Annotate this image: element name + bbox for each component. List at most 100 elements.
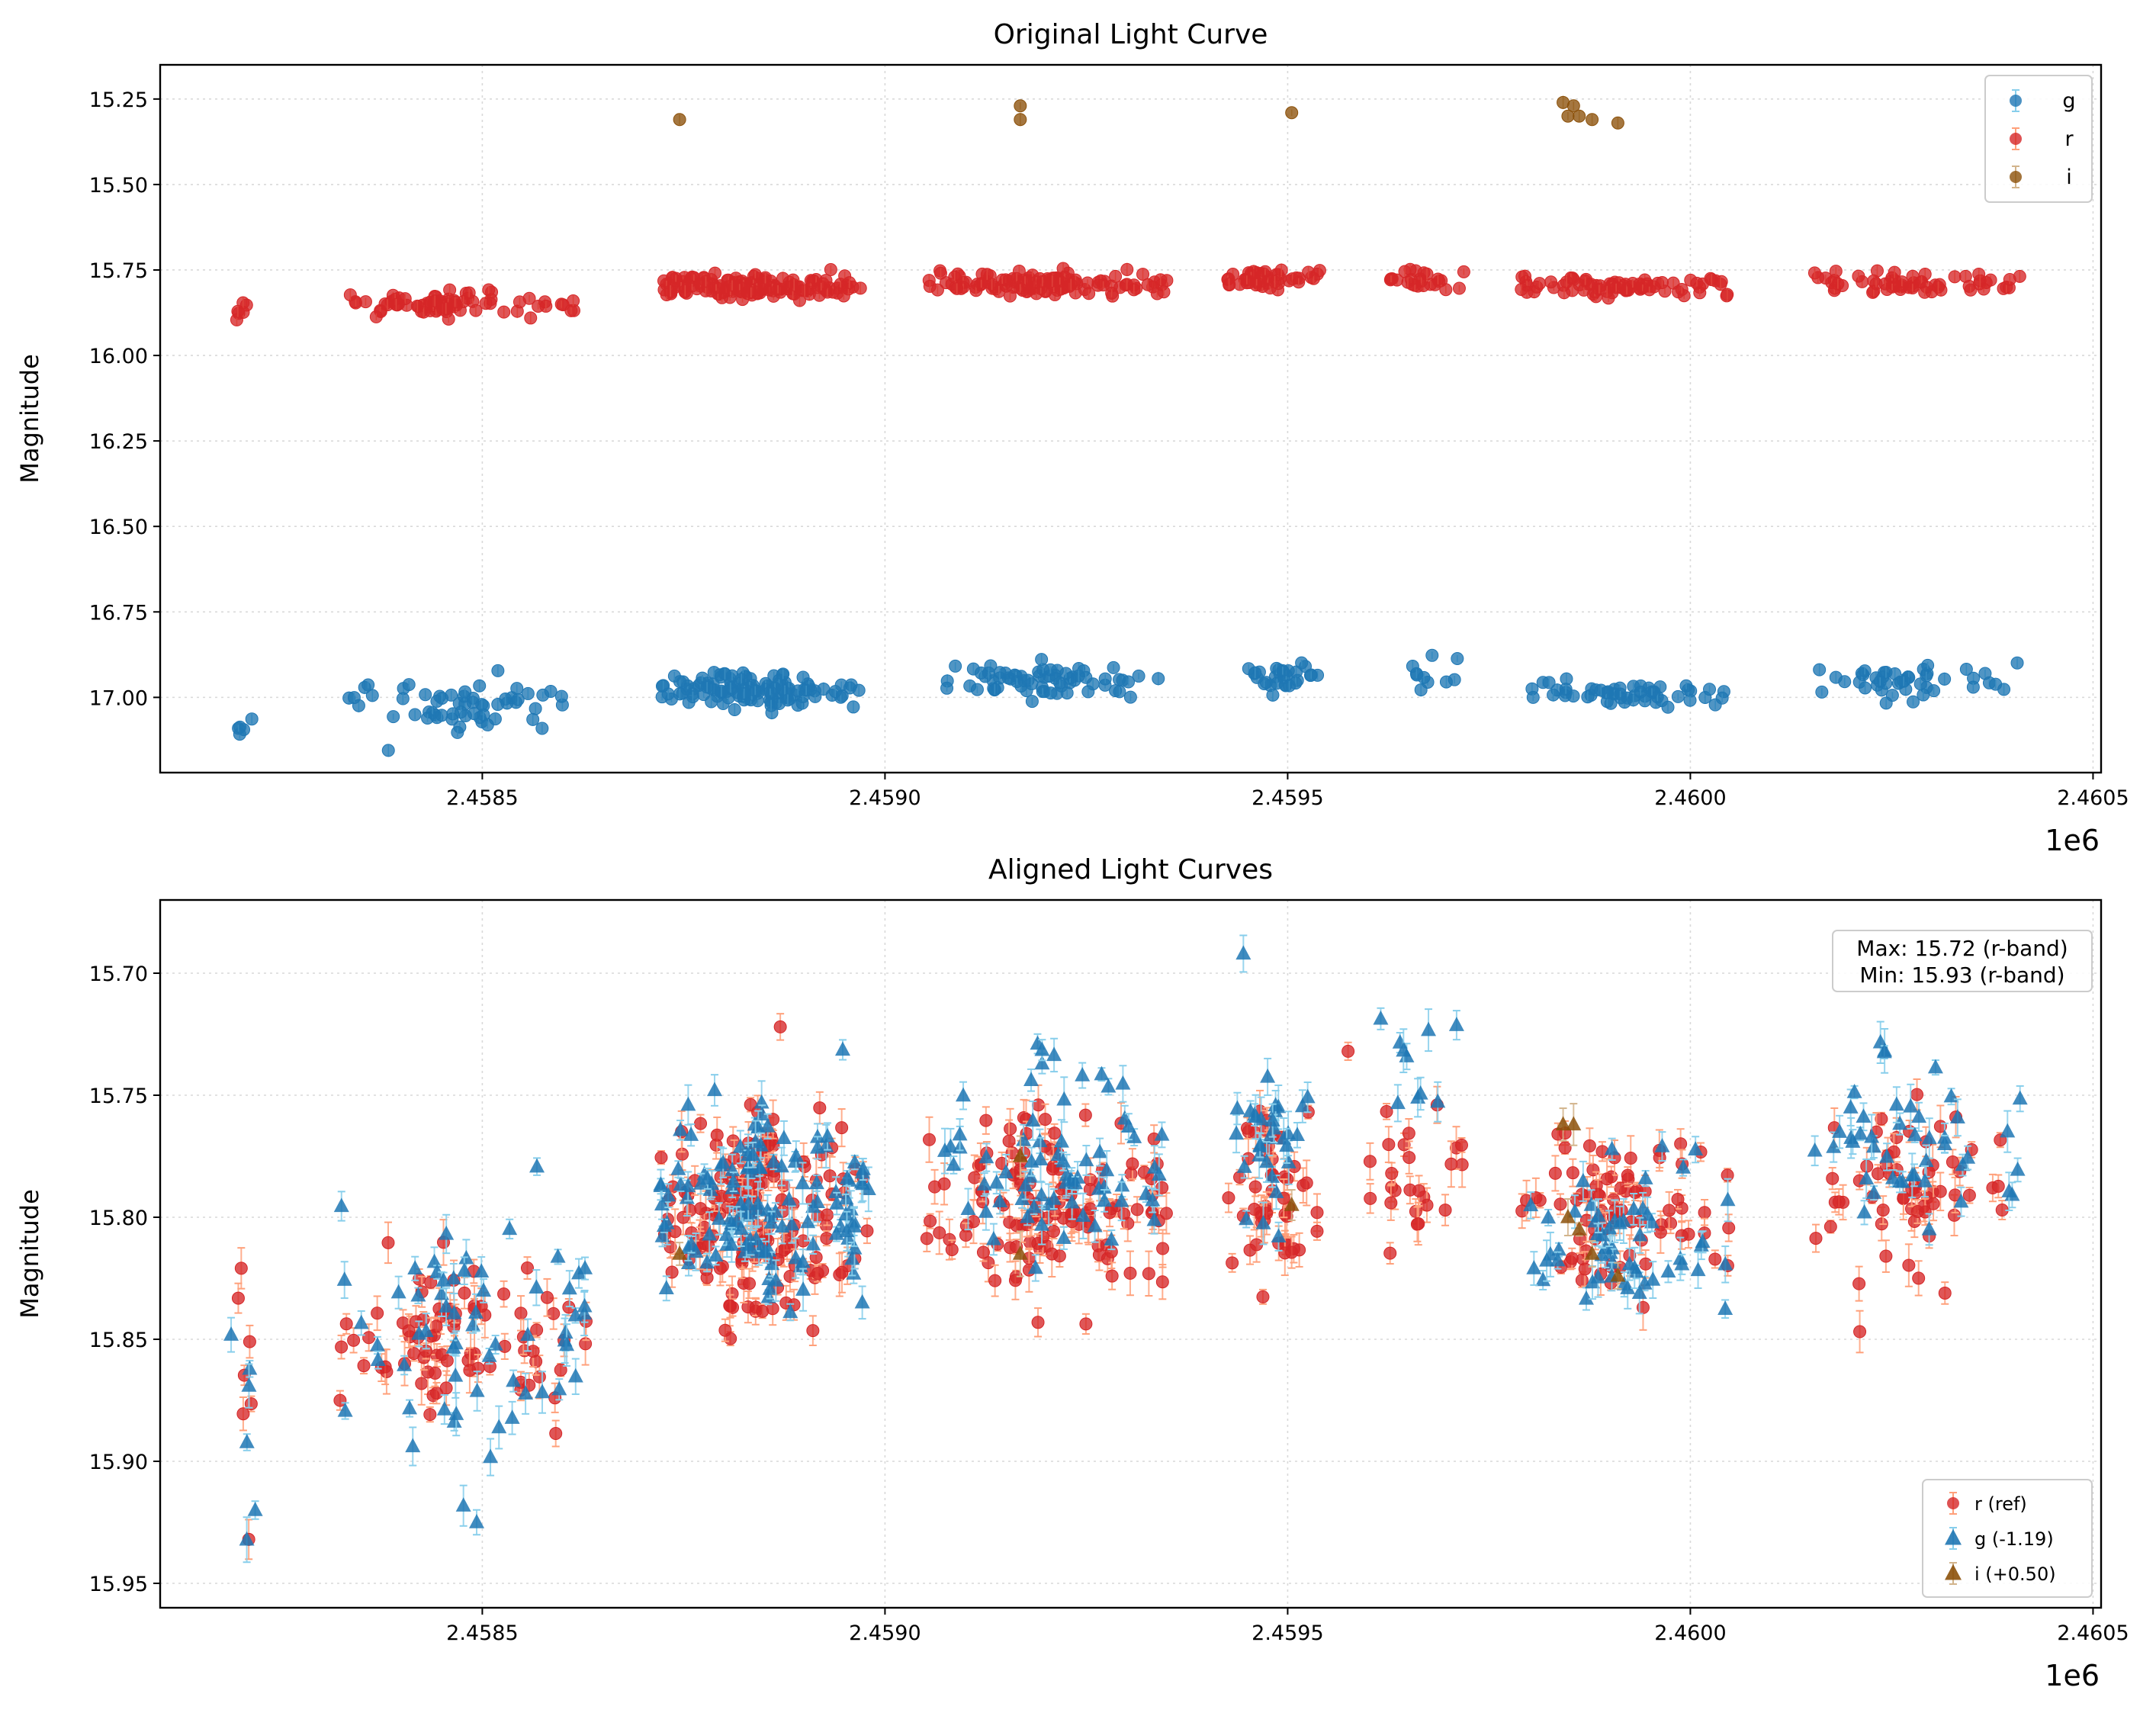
data-point-r — [1438, 1204, 1452, 1217]
data-point-g — [535, 722, 549, 735]
data-point-r — [1154, 273, 1168, 287]
data-point-r — [860, 1224, 874, 1238]
data-point-r — [540, 1290, 554, 1304]
data-point-i — [1566, 99, 1580, 113]
data-point-g — [1661, 700, 1675, 714]
data-point-g — [458, 685, 472, 699]
data-point-g — [468, 1304, 484, 1319]
data-point-g — [1913, 677, 1927, 691]
data-point-r — [823, 1169, 837, 1183]
data-point-r — [347, 1333, 361, 1347]
data-point-r — [1575, 1274, 1589, 1287]
data-point-g — [781, 693, 795, 707]
data-point-r — [725, 1287, 739, 1300]
data-point-r — [1130, 1203, 1144, 1216]
data-point-r — [1274, 263, 1288, 277]
data-point-r — [1853, 1325, 1867, 1339]
data-point-g — [451, 725, 464, 739]
data-point-r — [1829, 265, 1843, 278]
data-point-r — [1918, 285, 1932, 299]
data-point-r — [710, 1128, 724, 1142]
data-point-r — [482, 283, 496, 297]
data-point-g — [1123, 690, 1137, 704]
data-point-g — [707, 666, 721, 680]
data-point-r — [1558, 1141, 1572, 1155]
chart-title: Original Light Curve — [994, 19, 1268, 50]
data-point-g — [788, 1147, 804, 1162]
data-point-g — [748, 683, 762, 697]
data-point-r — [1624, 1152, 1637, 1165]
data-point-r — [1653, 1226, 1667, 1239]
data-point-g — [737, 686, 751, 700]
data-point-r — [945, 1242, 959, 1256]
data-point-g — [1304, 668, 1318, 682]
data-point-r — [1097, 278, 1110, 292]
data-point-r — [1946, 1155, 1959, 1169]
data-point-g — [544, 684, 557, 698]
data-point-r — [1643, 283, 1656, 297]
data-points — [230, 95, 2026, 757]
data-point-g — [1451, 651, 1464, 665]
data-point-g — [805, 1198, 821, 1213]
data-point-g — [1107, 660, 1120, 674]
data-point-r — [1614, 1181, 1627, 1195]
data-point-g — [491, 1419, 507, 1434]
data-point-g — [1997, 683, 2011, 696]
data-point-r — [1698, 1206, 1711, 1220]
data-point-r — [985, 278, 999, 291]
data-point-r — [798, 284, 811, 297]
legend-label: r — [2064, 127, 2074, 151]
data-point-r — [244, 1397, 258, 1411]
y-tick-label: 16.50 — [89, 516, 148, 539]
data-point-g — [680, 1255, 696, 1270]
data-point-g — [1053, 676, 1067, 689]
data-point-r — [835, 1121, 849, 1135]
data-point-r — [335, 1340, 349, 1354]
data-point-r — [1452, 281, 1466, 295]
data-point-r — [824, 263, 837, 277]
data-point-r — [1081, 276, 1094, 290]
data-point-r — [1126, 1157, 1139, 1171]
data-point-g — [782, 1303, 798, 1319]
data-point-g — [1679, 679, 1693, 693]
data-point-g — [1248, 666, 1262, 680]
data-point-g — [567, 1306, 583, 1322]
data-point-g — [764, 699, 778, 712]
data-point-g — [1703, 683, 1717, 696]
data-point-r — [415, 1377, 429, 1390]
data-point-r — [1382, 1138, 1396, 1152]
data-point-r — [549, 1427, 563, 1441]
data-point-r — [1948, 270, 1962, 284]
data-point-r — [497, 305, 511, 319]
data-point-r — [959, 1228, 972, 1242]
data-point-r — [1155, 1181, 1169, 1194]
data-point-g — [1010, 675, 1023, 689]
data-point-g — [535, 1384, 551, 1399]
data-point-r — [1412, 1184, 1426, 1197]
data-point-r — [1826, 1171, 1840, 1185]
data-point-g — [408, 708, 422, 722]
data-point-r — [1973, 274, 1987, 288]
data-point-r — [922, 1133, 936, 1146]
data-point-r — [694, 1202, 708, 1216]
data-point-g — [405, 1438, 421, 1453]
data-point-r — [1906, 269, 1920, 283]
x-tick-label: 2.4595 — [1252, 786, 1323, 810]
data-point-r — [976, 1245, 990, 1259]
y-tick-label: 15.75 — [89, 259, 148, 283]
data-point-r — [1554, 1197, 1567, 1211]
data-point-r — [1457, 265, 1470, 278]
data-point-r — [1674, 1137, 1688, 1151]
data-point-g — [529, 1279, 545, 1294]
data-point-r — [1832, 1195, 1846, 1209]
data-point-g — [439, 1225, 455, 1240]
data-point-r — [1046, 1162, 1059, 1176]
data-point-g — [347, 691, 361, 705]
data-point-g — [446, 1413, 462, 1428]
data-point-g — [1938, 672, 1952, 686]
data-point-g — [554, 689, 568, 703]
y-axis-label: Magnitude — [15, 354, 44, 484]
data-point-g — [1414, 683, 1428, 696]
data-point-r — [1127, 283, 1141, 297]
